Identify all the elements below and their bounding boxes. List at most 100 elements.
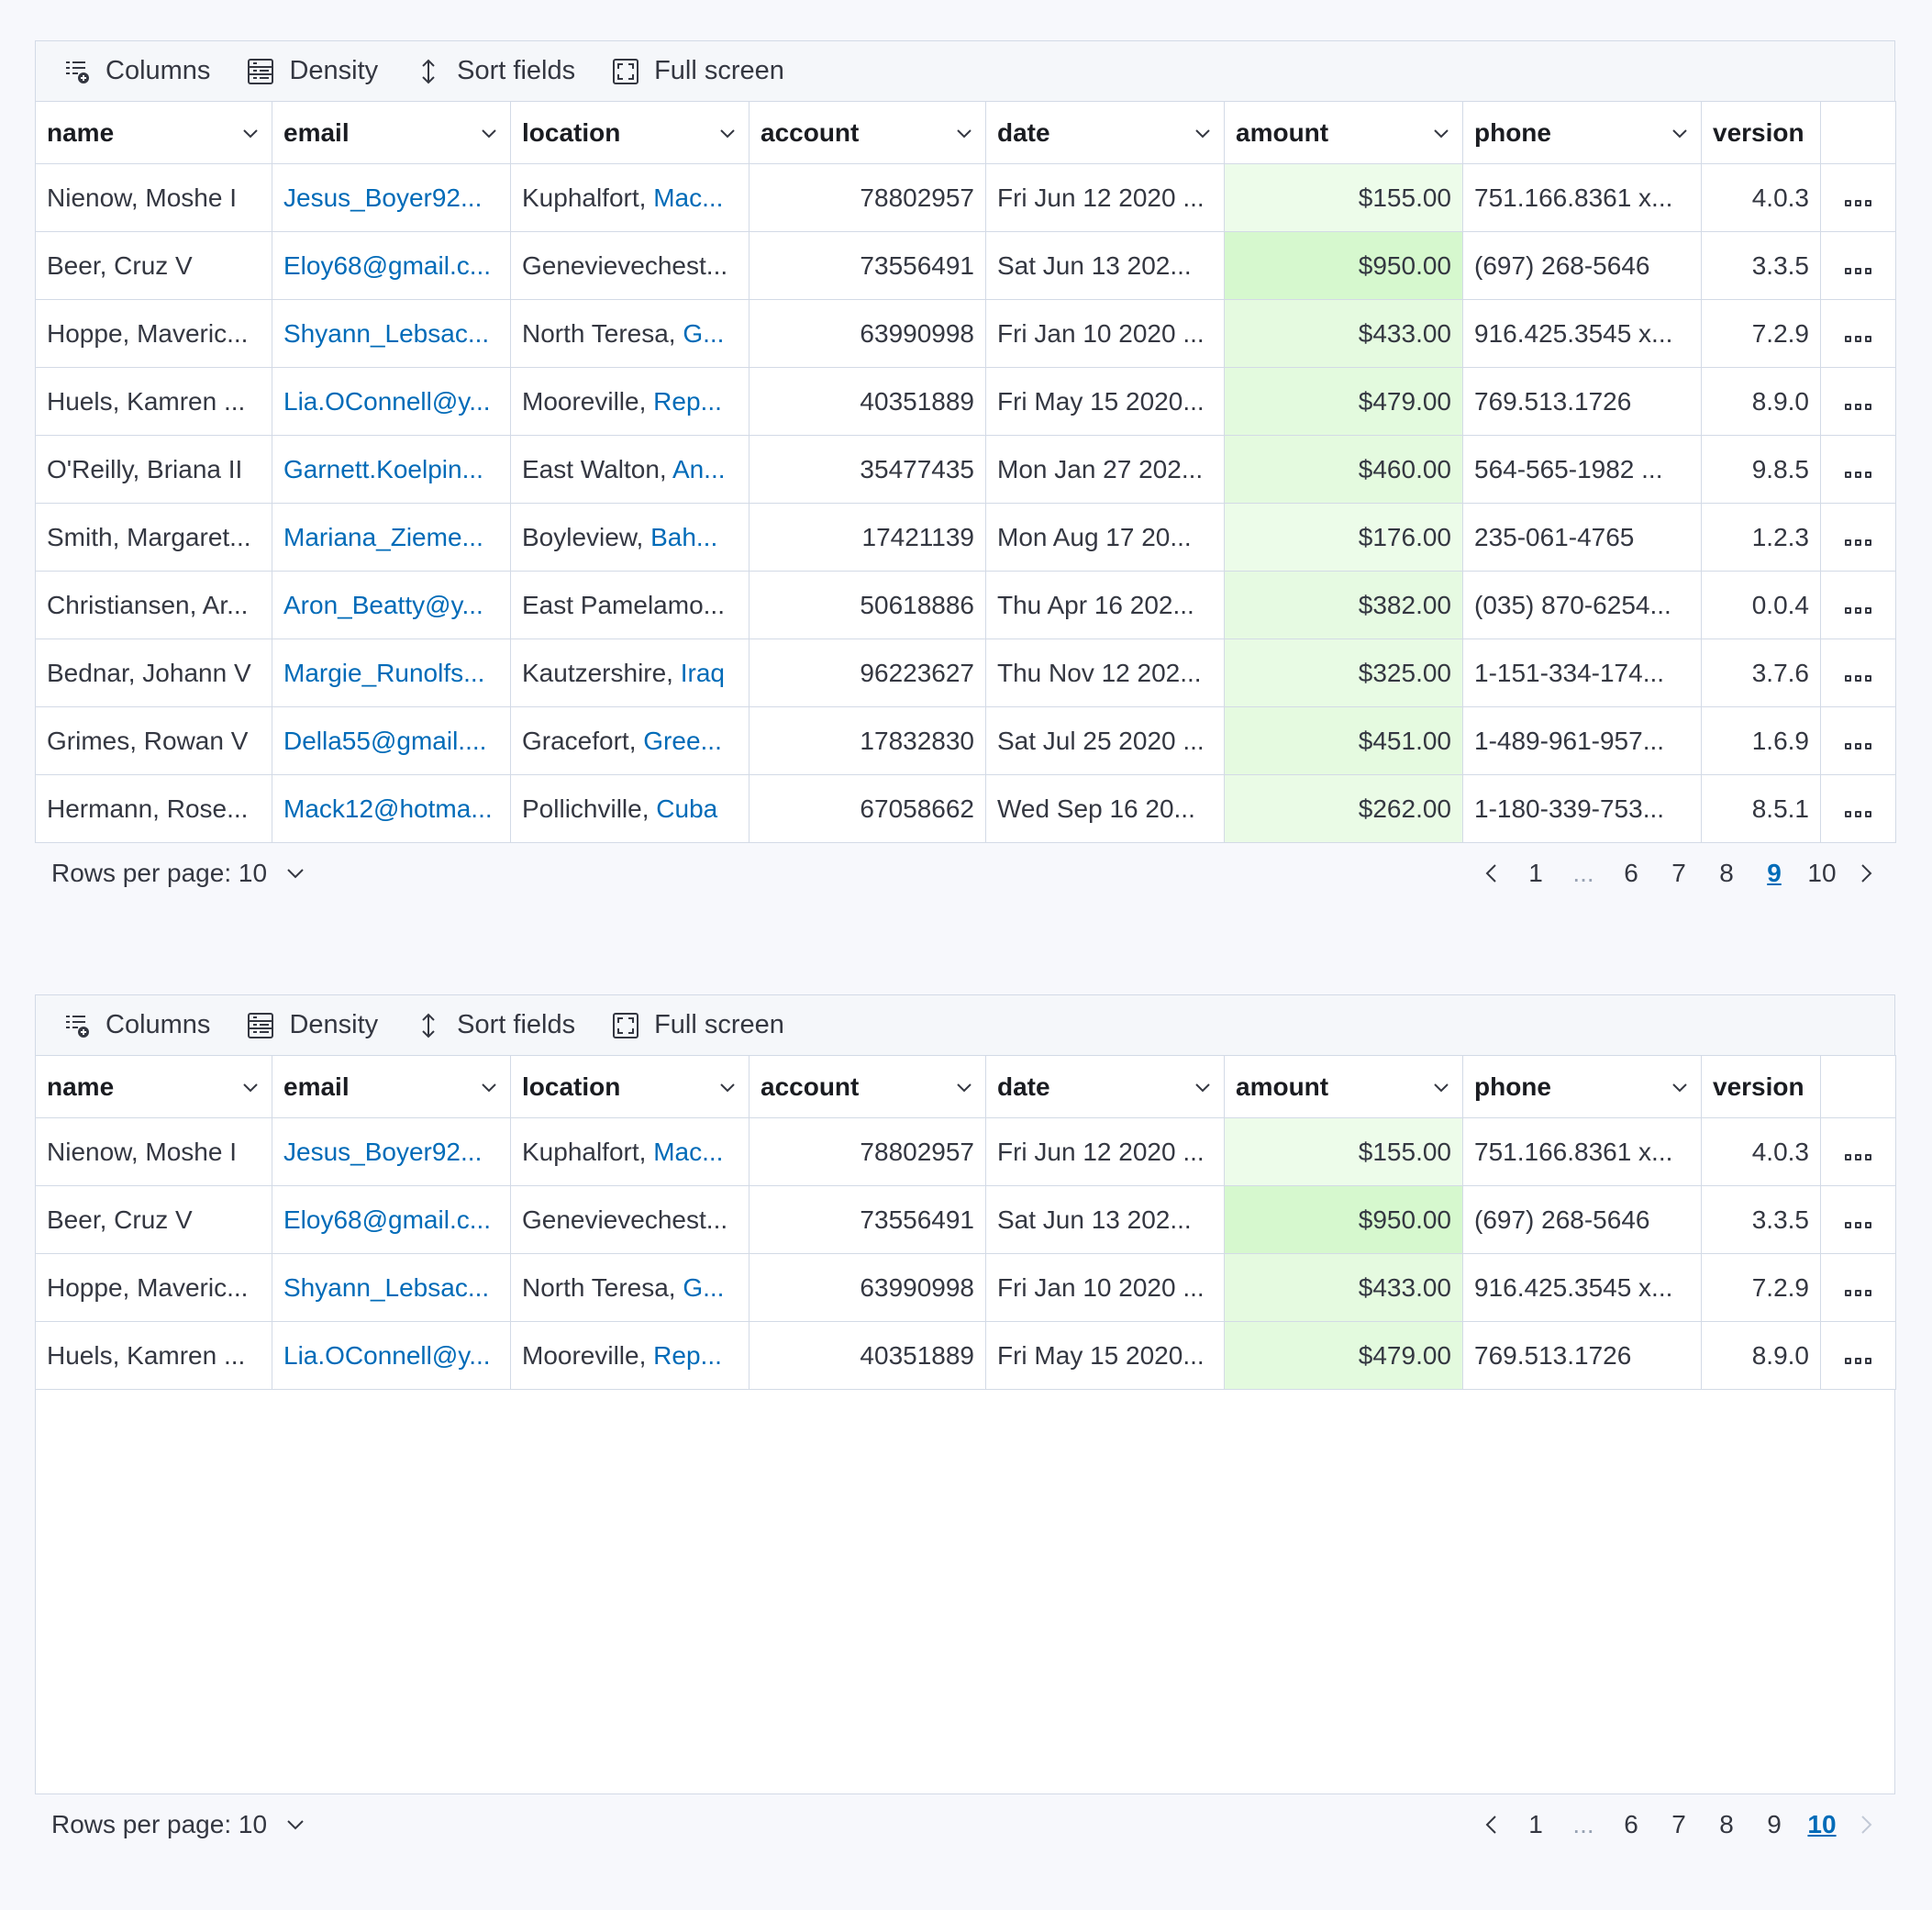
column-header-account[interactable]: account [749,1055,986,1118]
density-button[interactable]: Density [247,56,378,86]
location-cell[interactable]: Kautzershire, Iraq [510,639,749,707]
next-page-button[interactable] [1846,861,1886,885]
date-cell[interactable]: Fri Jun 12 2020 ... [985,163,1225,232]
row-actions-icon[interactable] [1845,606,1871,614]
account-cell[interactable]: 73556491 [749,231,986,300]
phone-cell[interactable]: 751.166.8361 x... [1462,163,1702,232]
version-cell[interactable]: 4.0.3 [1701,163,1821,232]
amount-cell[interactable]: $382.00 [1224,571,1463,639]
amount-cell[interactable]: $479.00 [1224,367,1463,436]
email-cell[interactable]: Eloy68@gmail.c... [272,1185,511,1254]
country-link[interactable]: G... [683,318,725,348]
column-header-location[interactable]: location [510,1055,749,1118]
date-cell[interactable]: Wed Sep 16 20... [985,774,1225,843]
location-cell[interactable]: Pollichville, Cuba [510,774,749,843]
page-link-6[interactable]: 6 [1624,1810,1638,1838]
row-actions-icon[interactable] [1845,742,1871,750]
amount-cell[interactable]: $479.00 [1224,1321,1463,1390]
page-link-9[interactable]: 9 [1767,1810,1782,1838]
phone-cell[interactable]: 916.425.3545 x... [1462,1253,1702,1322]
date-cell[interactable]: Fri May 15 2020... [985,367,1225,436]
email-cell[interactable]: Aron_Beatty@y... [272,571,511,639]
phone-cell[interactable]: 1-489-961-957... [1462,706,1702,775]
version-cell[interactable]: 0.0.4 [1701,571,1821,639]
account-cell[interactable]: 40351889 [749,367,986,436]
name-cell[interactable]: Smith, Margaret... [35,503,272,572]
column-header-version[interactable]: version [1701,1055,1821,1118]
column-header-email[interactable]: email [272,1055,511,1118]
email-cell[interactable]: Margie_Runolfs... [272,639,511,707]
account-cell[interactable]: 63990998 [749,299,986,368]
version-cell[interactable]: 3.7.6 [1701,639,1821,707]
amount-cell[interactable]: $176.00 [1224,503,1463,572]
date-cell[interactable]: Mon Aug 17 20... [985,503,1225,572]
email-cell[interactable]: Lia.OConnell@y... [272,1321,511,1390]
row-actions-icon[interactable] [1845,1153,1871,1160]
page-link-1[interactable]: 1 [1528,1810,1543,1838]
row-actions-icon[interactable] [1845,199,1871,206]
column-header-name[interactable]: name [35,101,272,164]
account-cell[interactable]: 73556491 [749,1185,986,1254]
email-link[interactable]: Aron_Beatty@y... [283,590,483,619]
location-cell[interactable]: Gracefort, Gree... [510,706,749,775]
email-link[interactable]: Margie_Runolfs... [283,658,485,687]
prev-page-button[interactable] [1471,1813,1512,1837]
prev-page-button[interactable] [1471,861,1512,885]
amount-cell[interactable]: $155.00 [1224,1117,1463,1186]
column-header-version[interactable]: version [1701,101,1821,164]
name-cell[interactable]: Beer, Cruz V [35,1185,272,1254]
email-link[interactable]: Garnett.Koelpin... [283,454,483,483]
columns-button[interactable]: Columns [63,56,210,86]
location-cell[interactable]: Mooreville, Rep... [510,367,749,436]
country-link[interactable]: Bah... [650,522,718,551]
location-cell[interactable]: East Pamelamo... [510,571,749,639]
phone-cell[interactable]: 564-565-1982 ... [1462,435,1702,504]
column-header-email[interactable]: email [272,101,511,164]
row-actions-icon[interactable] [1845,810,1871,817]
name-cell[interactable]: O'Reilly, Briana II [35,435,272,504]
date-cell[interactable]: Sat Jul 25 2020 ... [985,706,1225,775]
next-page-button[interactable] [1846,1813,1886,1837]
phone-cell[interactable]: (035) 870-6254... [1462,571,1702,639]
email-link[interactable]: Jesus_Boyer92... [283,1137,483,1166]
version-cell[interactable]: 8.9.0 [1701,1321,1821,1390]
email-cell[interactable]: Mack12@hotma... [272,774,511,843]
email-link[interactable]: Shyann_Lebsac... [283,318,490,348]
account-cell[interactable]: 40351889 [749,1321,986,1390]
amount-cell[interactable]: $433.00 [1224,299,1463,368]
email-cell[interactable]: Mariana_Zieme... [272,503,511,572]
amount-cell[interactable]: $325.00 [1224,639,1463,707]
name-cell[interactable]: Huels, Kamren ... [35,1321,272,1390]
email-link[interactable]: Jesus_Boyer92... [283,183,483,212]
phone-cell[interactable]: 769.513.1726 [1462,367,1702,436]
row-actions-icon[interactable] [1845,471,1871,478]
row-actions-icon[interactable] [1845,403,1871,410]
email-link[interactable]: Eloy68@gmail.c... [283,250,492,280]
column-header-amount[interactable]: amount [1224,1055,1463,1118]
rows-per-page-select[interactable]: Rows per page: 10 [51,859,307,888]
country-link[interactable]: Iraq [680,658,725,687]
row-actions-icon[interactable] [1845,674,1871,682]
row-actions-icon[interactable] [1845,539,1871,546]
full-screen-button[interactable]: Full screen [612,56,784,86]
date-cell[interactable]: Fri Jan 10 2020 ... [985,299,1225,368]
version-cell[interactable]: 8.9.0 [1701,367,1821,436]
page-link-8[interactable]: 8 [1719,1810,1734,1838]
column-header-amount[interactable]: amount [1224,101,1463,164]
email-cell[interactable]: Garnett.Koelpin... [272,435,511,504]
location-cell[interactable]: Boyleview, Bah... [510,503,749,572]
column-header-name[interactable]: name [35,1055,272,1118]
email-link[interactable]: Mariana_Zieme... [283,522,483,551]
account-cell[interactable]: 63990998 [749,1253,986,1322]
row-actions-icon[interactable] [1845,1289,1871,1296]
account-cell[interactable]: 67058662 [749,774,986,843]
location-cell[interactable]: North Teresa, G... [510,1253,749,1322]
phone-cell[interactable]: 1-180-339-753... [1462,774,1702,843]
date-cell[interactable]: Mon Jan 27 202... [985,435,1225,504]
name-cell[interactable]: Bednar, Johann V [35,639,272,707]
phone-cell[interactable]: 235-061-4765 [1462,503,1702,572]
version-cell[interactable]: 9.8.5 [1701,435,1821,504]
date-cell[interactable]: Fri Jun 12 2020 ... [985,1117,1225,1186]
location-cell[interactable]: Genevievechest... [510,231,749,300]
amount-cell[interactable]: $451.00 [1224,706,1463,775]
